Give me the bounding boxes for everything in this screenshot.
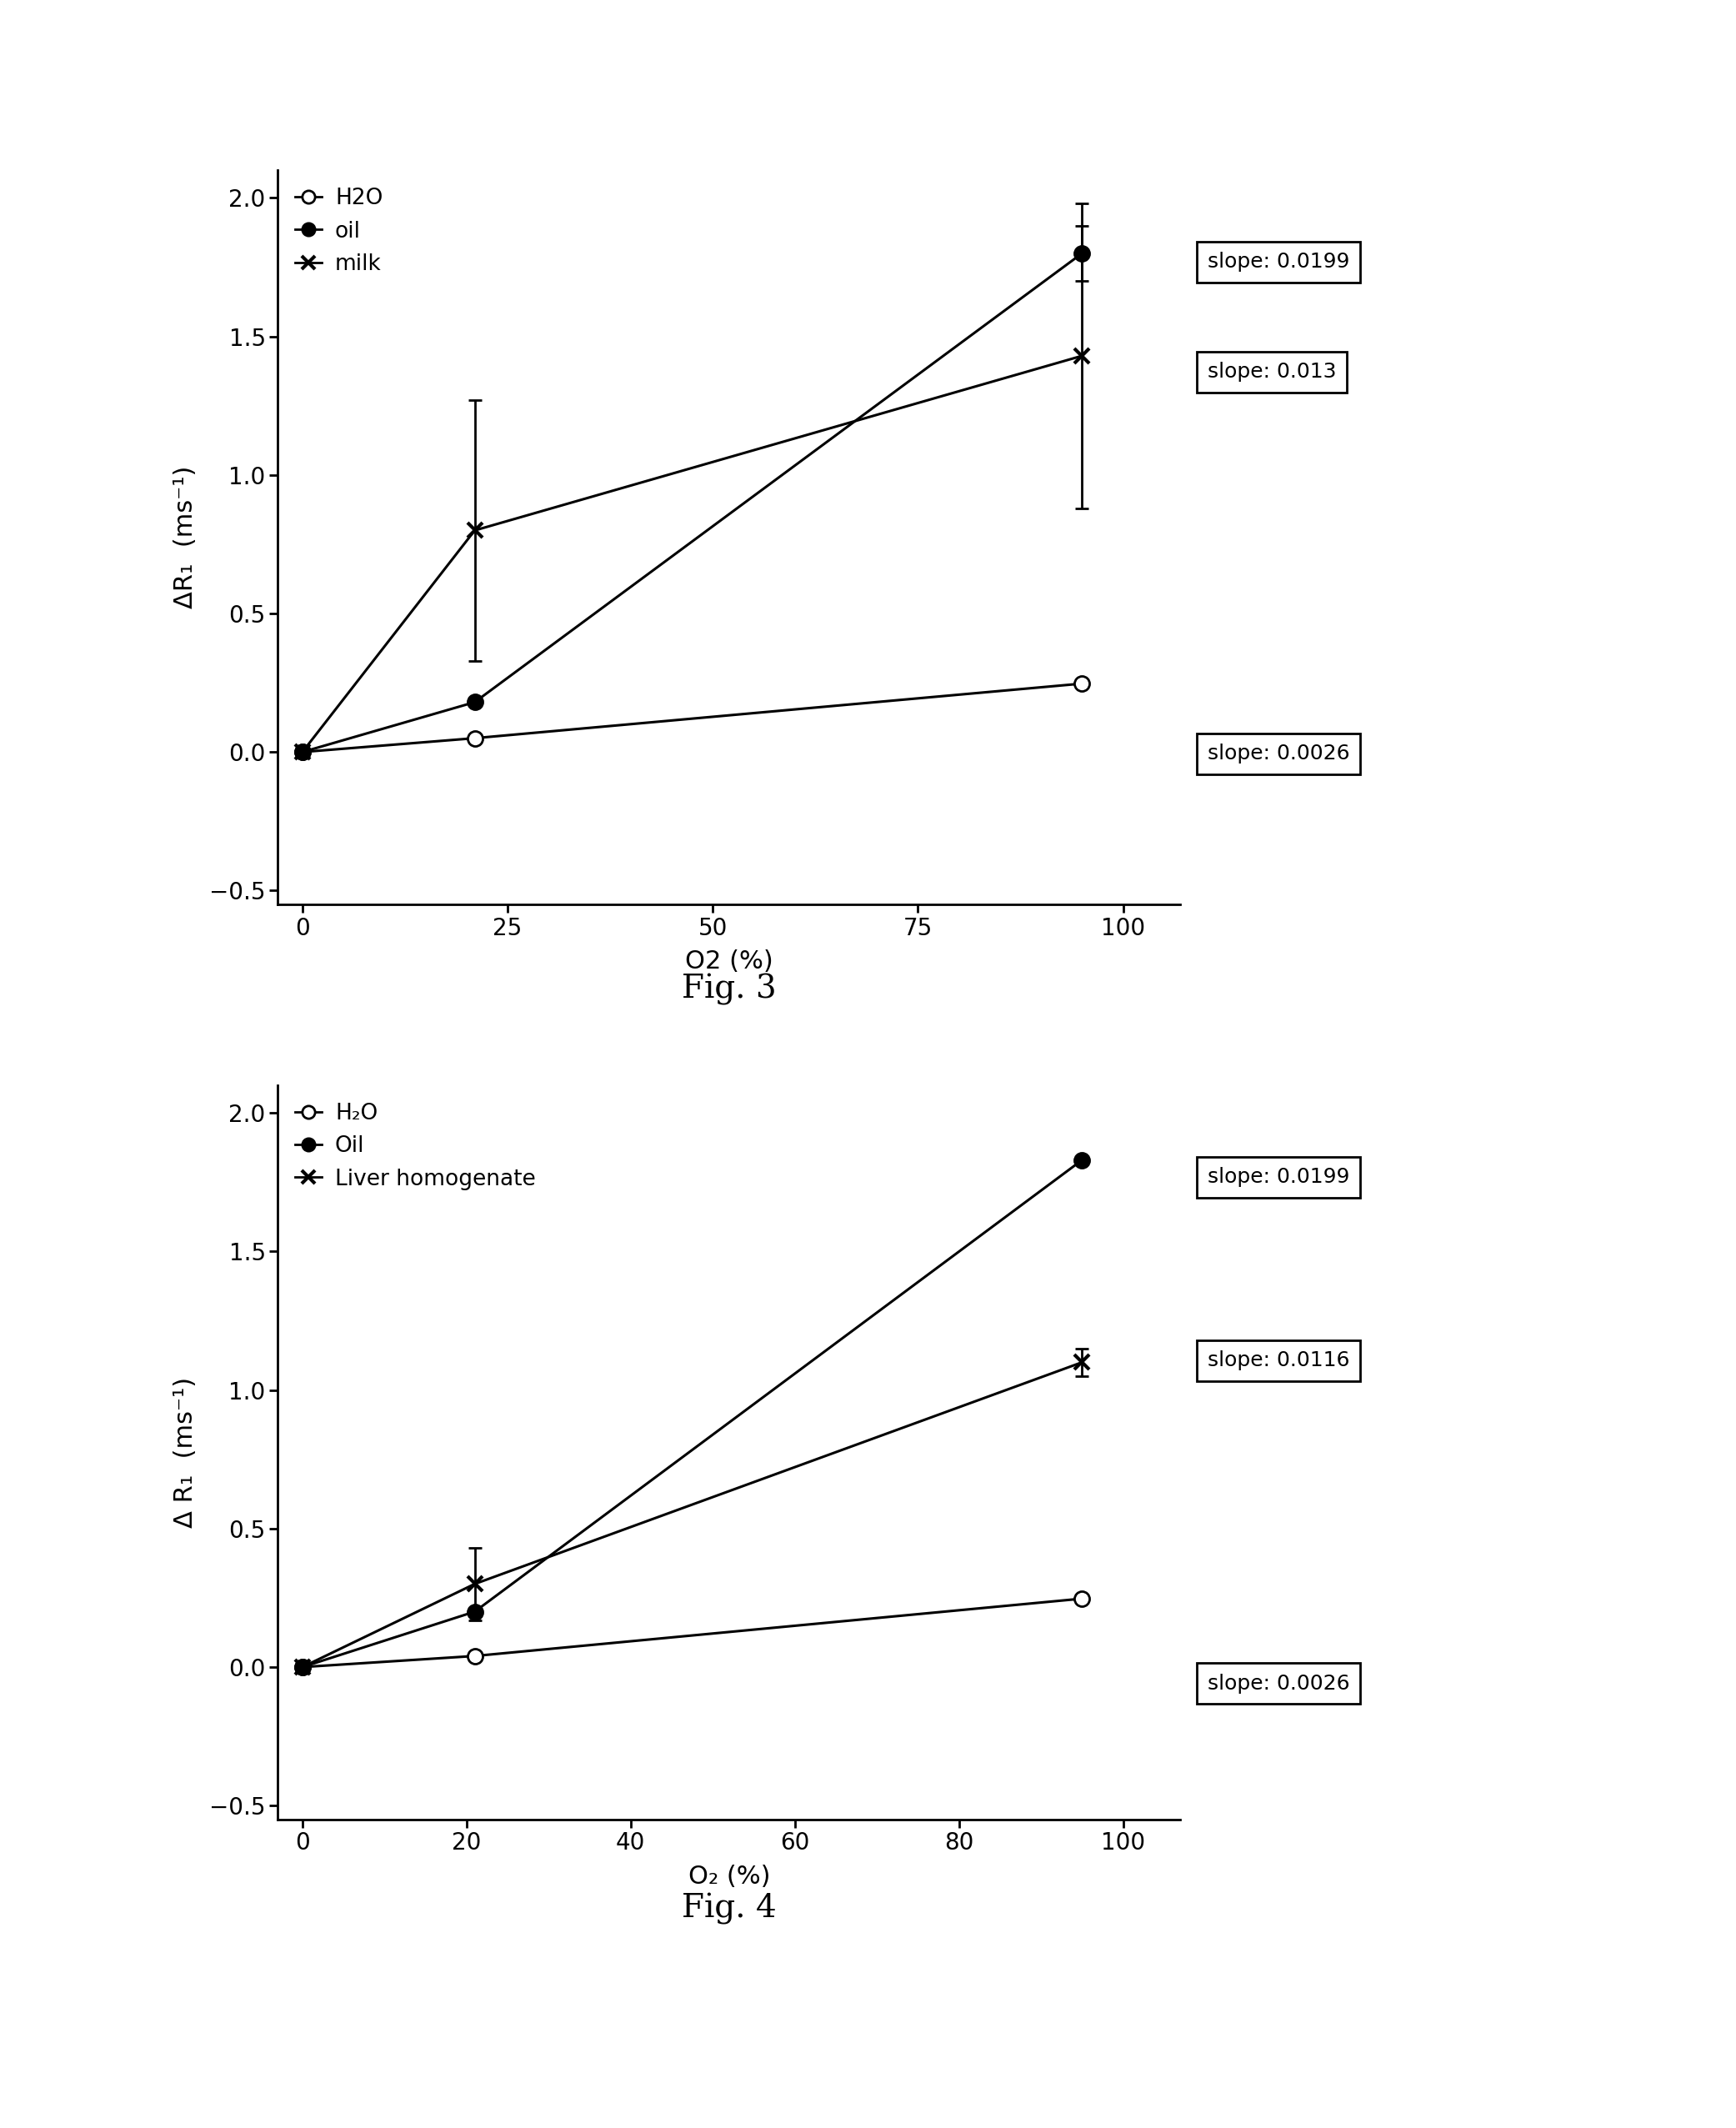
Text: slope: 0.0199: slope: 0.0199 xyxy=(1208,1166,1349,1187)
Text: slope: 0.013: slope: 0.013 xyxy=(1208,362,1337,383)
Legend: H₂O, Oil, Liver homogenate: H₂O, Oil, Liver homogenate xyxy=(288,1096,542,1196)
Text: Fig. 3: Fig. 3 xyxy=(682,975,776,1004)
Y-axis label: ΔR₁  (ms⁻¹): ΔR₁ (ms⁻¹) xyxy=(174,466,198,609)
Text: slope: 0.0026: slope: 0.0026 xyxy=(1208,1673,1351,1694)
Text: slope: 0.0116: slope: 0.0116 xyxy=(1208,1351,1349,1370)
Legend: H2O, oil, milk: H2O, oil, milk xyxy=(288,181,389,281)
Text: slope: 0.0199: slope: 0.0199 xyxy=(1208,251,1349,272)
X-axis label: O2 (%): O2 (%) xyxy=(686,949,773,972)
X-axis label: O₂ (%): O₂ (%) xyxy=(687,1864,771,1888)
Text: slope: 0.0026: slope: 0.0026 xyxy=(1208,745,1351,764)
Y-axis label: Δ R₁  (ms⁻¹): Δ R₁ (ms⁻¹) xyxy=(174,1377,198,1528)
Text: Fig. 4: Fig. 4 xyxy=(682,1894,776,1924)
